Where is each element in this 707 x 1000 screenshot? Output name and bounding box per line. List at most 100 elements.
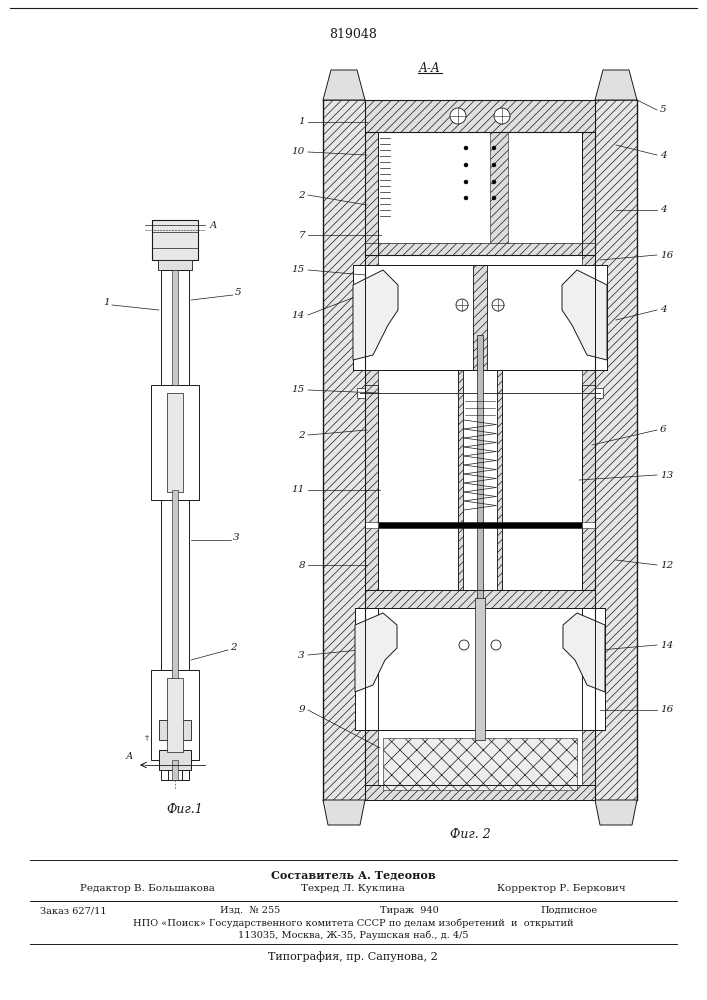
Circle shape xyxy=(456,299,468,311)
Bar xyxy=(490,132,508,255)
Bar xyxy=(365,255,378,385)
Bar xyxy=(595,388,603,398)
Text: 4: 4 xyxy=(660,150,667,159)
Polygon shape xyxy=(595,70,637,100)
Bar xyxy=(167,678,183,752)
Text: 15: 15 xyxy=(292,265,305,274)
Circle shape xyxy=(450,108,466,124)
Text: 13: 13 xyxy=(660,471,673,480)
Text: А-А: А-А xyxy=(419,62,441,75)
Bar xyxy=(161,760,189,780)
Bar xyxy=(365,132,378,255)
Text: НПО «Поиск» Государственного комитета СССР по делам изобретений  и  открытий: НПО «Поиск» Государственного комитета СС… xyxy=(133,919,573,928)
Text: †: † xyxy=(145,734,149,742)
Circle shape xyxy=(464,163,468,167)
Bar xyxy=(497,370,502,590)
Bar xyxy=(365,785,595,800)
Bar xyxy=(172,490,178,680)
Polygon shape xyxy=(353,270,398,360)
Bar xyxy=(159,750,191,770)
Text: 6: 6 xyxy=(660,426,667,434)
Circle shape xyxy=(464,180,468,184)
Bar xyxy=(365,385,378,590)
Bar xyxy=(365,100,595,132)
Bar xyxy=(355,608,605,730)
Bar xyxy=(323,100,365,800)
Bar xyxy=(582,255,595,385)
Circle shape xyxy=(494,108,510,124)
Text: 14: 14 xyxy=(660,641,673,650)
Text: 12: 12 xyxy=(660,560,673,570)
Text: 113035, Москва, Ж-35, Раушская наб., д. 4/5: 113035, Москва, Ж-35, Раушская наб., д. … xyxy=(238,931,468,940)
Circle shape xyxy=(491,640,501,650)
Bar xyxy=(151,670,199,760)
Bar xyxy=(365,243,595,255)
Polygon shape xyxy=(562,270,607,360)
Text: Корректор Р. Беркович: Корректор Р. Беркович xyxy=(498,884,626,893)
Bar xyxy=(582,608,595,730)
Text: Техред Л. Куклина: Техред Л. Куклина xyxy=(301,884,405,893)
Text: 16: 16 xyxy=(660,250,673,259)
Bar xyxy=(167,393,183,492)
Polygon shape xyxy=(323,70,365,100)
Bar xyxy=(378,522,582,528)
Text: 7: 7 xyxy=(298,231,305,239)
Bar xyxy=(477,335,483,640)
Text: 1: 1 xyxy=(298,117,305,126)
Bar xyxy=(582,132,595,255)
Text: 15: 15 xyxy=(292,385,305,394)
Bar xyxy=(595,100,637,800)
Bar xyxy=(582,730,595,800)
Text: Заказ 627/11: Заказ 627/11 xyxy=(40,906,107,915)
Text: 16: 16 xyxy=(660,706,673,714)
Circle shape xyxy=(492,299,504,311)
Bar xyxy=(582,385,595,590)
Bar xyxy=(365,608,378,730)
Bar xyxy=(458,370,463,590)
Bar xyxy=(158,260,192,270)
Bar xyxy=(383,738,577,790)
Polygon shape xyxy=(563,613,605,692)
Text: 11: 11 xyxy=(292,486,305,494)
Bar xyxy=(582,522,595,528)
Circle shape xyxy=(492,163,496,167)
Text: 4: 4 xyxy=(660,306,667,314)
Polygon shape xyxy=(323,800,365,825)
Text: 10: 10 xyxy=(292,147,305,156)
Polygon shape xyxy=(355,613,397,692)
Bar xyxy=(168,750,182,780)
Text: Фиг.1: Фиг.1 xyxy=(167,803,204,816)
Text: А: А xyxy=(210,221,217,230)
Polygon shape xyxy=(595,800,637,825)
Text: Редактор В. Большакова: Редактор В. Большакова xyxy=(80,884,215,893)
Text: 8: 8 xyxy=(298,560,305,570)
Text: 5: 5 xyxy=(660,105,667,114)
Text: Типография, пр. Сапунова, 2: Типография, пр. Сапунова, 2 xyxy=(268,951,438,962)
Bar xyxy=(353,265,607,370)
Text: 2: 2 xyxy=(298,190,305,200)
Text: Подписное: Подписное xyxy=(540,906,597,915)
Circle shape xyxy=(492,180,496,184)
Circle shape xyxy=(459,640,469,650)
Bar xyxy=(161,270,189,385)
Circle shape xyxy=(464,146,468,150)
Text: 4: 4 xyxy=(660,206,667,215)
Text: 9: 9 xyxy=(298,706,305,714)
Bar xyxy=(159,720,191,740)
Text: А: А xyxy=(126,752,133,761)
Bar xyxy=(357,388,365,398)
Text: 2: 2 xyxy=(298,430,305,440)
Circle shape xyxy=(492,146,496,150)
Bar xyxy=(365,590,595,608)
Text: 1: 1 xyxy=(103,298,110,307)
Text: Изд.  № 255: Изд. № 255 xyxy=(220,906,280,915)
Text: 14: 14 xyxy=(292,310,305,320)
Text: 3: 3 xyxy=(233,533,240,542)
Text: Составитель А. Тедеонов: Составитель А. Тедеонов xyxy=(271,869,436,880)
Bar xyxy=(475,598,485,740)
Text: Тираж  940: Тираж 940 xyxy=(380,906,439,915)
Text: 819048: 819048 xyxy=(329,28,377,41)
Bar xyxy=(151,385,199,500)
Bar xyxy=(161,500,189,670)
Circle shape xyxy=(492,196,496,200)
